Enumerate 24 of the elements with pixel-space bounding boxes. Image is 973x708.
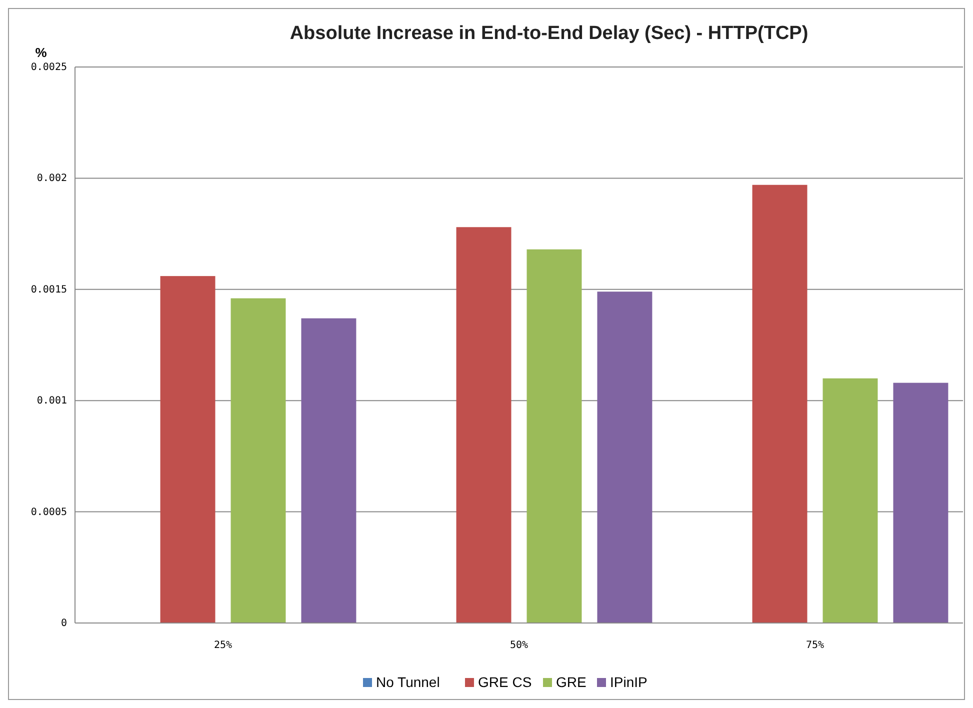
bar xyxy=(597,292,652,623)
y-tick-label: 0.0005 xyxy=(30,506,67,518)
legend-label: GRE CS xyxy=(478,674,532,690)
chart-title: Absolute Increase in End-to-End Delay (Sec) - HTTP(TCP) xyxy=(290,23,808,44)
x-tick-label: 75% xyxy=(806,640,824,651)
bar xyxy=(893,382,948,623)
y-tick-label: 0.0015 xyxy=(30,284,67,296)
x-tick-label: 25% xyxy=(214,640,232,651)
bar xyxy=(230,298,286,623)
bar xyxy=(456,227,512,623)
y-tick-label: 0 xyxy=(60,618,67,629)
bar xyxy=(301,318,356,623)
y-tick-label: 0.0025 xyxy=(30,62,67,73)
y-axis-title: % xyxy=(35,45,48,60)
legend-label: IPinIP xyxy=(610,674,648,690)
y-tick-label: 0.001 xyxy=(36,396,67,407)
bar xyxy=(160,276,216,623)
y-tick-label: 0.002 xyxy=(36,173,67,184)
bar xyxy=(526,249,582,623)
bar xyxy=(822,378,878,623)
legend-label: No Tunnel xyxy=(376,674,440,690)
bar xyxy=(752,184,808,623)
x-tick-label: 50% xyxy=(510,640,528,651)
legend-label: GRE xyxy=(556,674,586,690)
